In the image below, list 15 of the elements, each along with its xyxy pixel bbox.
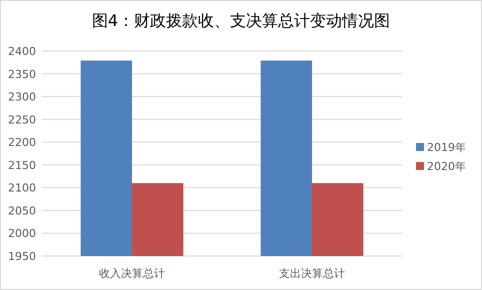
legend-label: 2020年	[427, 160, 466, 173]
x-tick-label: 支出决算总计	[279, 267, 345, 280]
y-tick-label: 2350	[8, 68, 36, 81]
y-tick-label: 2400	[8, 45, 36, 58]
y-tick-label: 2300	[8, 90, 36, 104]
y-tick-label: 2000	[8, 227, 36, 240]
y-tick-label: 2100	[8, 182, 36, 195]
x-tick-label: 收入决算总计	[99, 267, 165, 280]
y-tick-label: 1950	[8, 250, 36, 263]
y-tick-label: 2050	[8, 204, 36, 218]
y-tick-label: 2200	[8, 136, 36, 150]
y-tick-label: 2250	[8, 113, 36, 126]
y-tick-label: 2150	[8, 158, 36, 172]
chart-title: 图4：财政拨款收、支决算总计变动情况图	[92, 11, 390, 30]
legend-label: 2019年	[427, 141, 466, 154]
